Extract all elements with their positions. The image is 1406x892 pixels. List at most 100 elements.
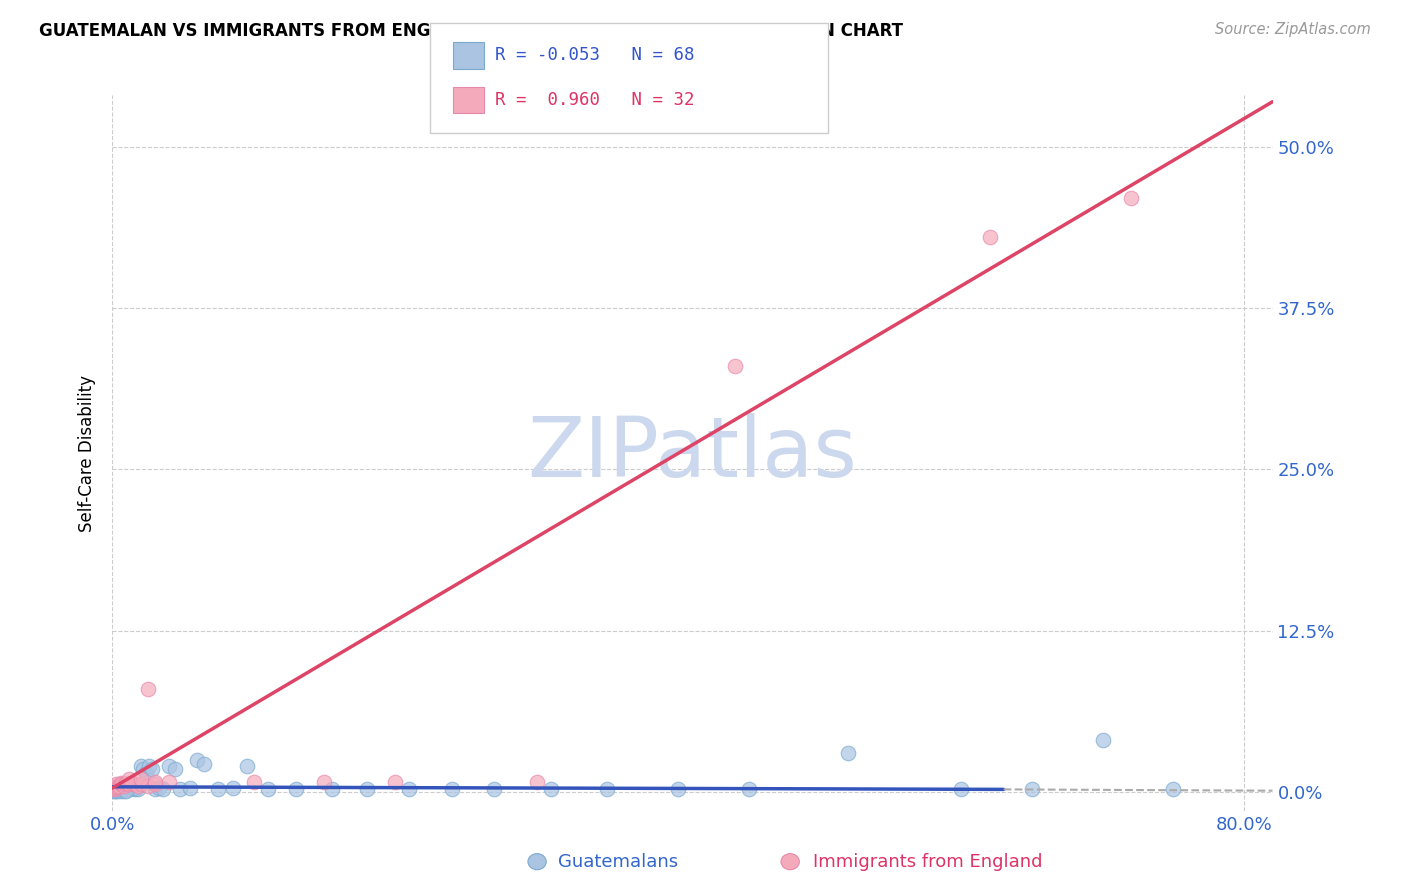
Point — [148, 781, 170, 796]
Point — [384, 774, 406, 789]
Point — [124, 782, 146, 797]
Point — [124, 777, 146, 791]
Point — [285, 782, 308, 797]
Point — [108, 782, 131, 797]
Point — [103, 782, 125, 797]
Point — [121, 776, 143, 790]
Point — [127, 782, 149, 797]
Point — [193, 756, 215, 771]
Point — [118, 781, 141, 796]
Point — [526, 774, 548, 789]
Point — [242, 774, 264, 789]
Point — [107, 782, 129, 797]
Text: Immigrants from England: Immigrants from England — [813, 853, 1042, 871]
Point — [724, 359, 747, 374]
Point — [108, 780, 131, 794]
Point — [105, 782, 128, 797]
Point — [108, 781, 131, 796]
Point — [136, 681, 159, 696]
Point — [104, 781, 127, 796]
Point — [484, 782, 506, 797]
Point — [143, 774, 166, 789]
Text: Source: ZipAtlas.com: Source: ZipAtlas.com — [1215, 22, 1371, 37]
Point — [118, 777, 141, 791]
Point — [314, 774, 336, 789]
Point — [132, 762, 155, 776]
Point — [979, 230, 1001, 244]
Point — [112, 779, 135, 793]
Point — [143, 777, 166, 791]
Point — [110, 781, 132, 796]
Point — [115, 781, 138, 796]
Point — [321, 782, 343, 797]
Point — [107, 783, 129, 797]
Point — [257, 782, 280, 797]
Point — [540, 782, 562, 797]
Point — [111, 782, 134, 797]
Point — [163, 762, 186, 776]
Point — [129, 772, 152, 786]
Point — [112, 782, 135, 797]
Point — [141, 762, 163, 776]
Point — [105, 779, 128, 793]
Point — [440, 782, 463, 797]
Point — [186, 753, 208, 767]
Point — [127, 779, 149, 793]
Point — [122, 781, 145, 796]
Point — [110, 782, 132, 797]
Point — [596, 782, 619, 797]
Point — [117, 780, 139, 794]
Point — [108, 779, 131, 793]
Point — [837, 746, 859, 760]
Point — [103, 783, 125, 797]
Point — [114, 780, 136, 794]
Point — [104, 783, 127, 797]
Point — [118, 772, 141, 786]
Point — [1119, 192, 1142, 206]
Point — [114, 781, 136, 796]
Point — [110, 776, 132, 790]
Point — [1163, 782, 1185, 797]
Point — [179, 781, 201, 796]
Point — [738, 782, 761, 797]
Point — [121, 780, 143, 794]
Point — [107, 781, 129, 796]
Point — [115, 783, 138, 797]
Point — [157, 774, 180, 789]
Point — [125, 781, 148, 796]
Point — [111, 777, 134, 791]
Point — [120, 781, 142, 796]
Point — [112, 781, 135, 796]
Point — [104, 780, 127, 794]
Point — [104, 782, 127, 797]
Point — [138, 759, 160, 773]
Point — [111, 781, 134, 796]
Point — [115, 776, 138, 790]
Point — [110, 783, 132, 797]
Point — [129, 759, 152, 773]
Point — [143, 782, 166, 797]
Point — [129, 777, 152, 791]
Point — [398, 782, 420, 797]
Point — [157, 759, 180, 773]
Point — [110, 777, 132, 791]
Point — [950, 782, 973, 797]
Point — [136, 779, 159, 793]
Point — [356, 782, 378, 797]
Point — [221, 781, 243, 796]
Point — [135, 765, 157, 780]
Point — [104, 781, 127, 796]
Point — [118, 782, 141, 797]
Point — [152, 782, 174, 797]
Point — [105, 780, 128, 794]
Point — [115, 782, 138, 797]
Point — [107, 780, 129, 794]
Point — [235, 759, 257, 773]
Point — [105, 777, 128, 791]
Point — [112, 783, 135, 797]
Point — [114, 777, 136, 791]
Point — [1091, 733, 1114, 747]
Point — [207, 782, 229, 797]
Point — [1021, 782, 1043, 797]
Point — [105, 783, 128, 797]
